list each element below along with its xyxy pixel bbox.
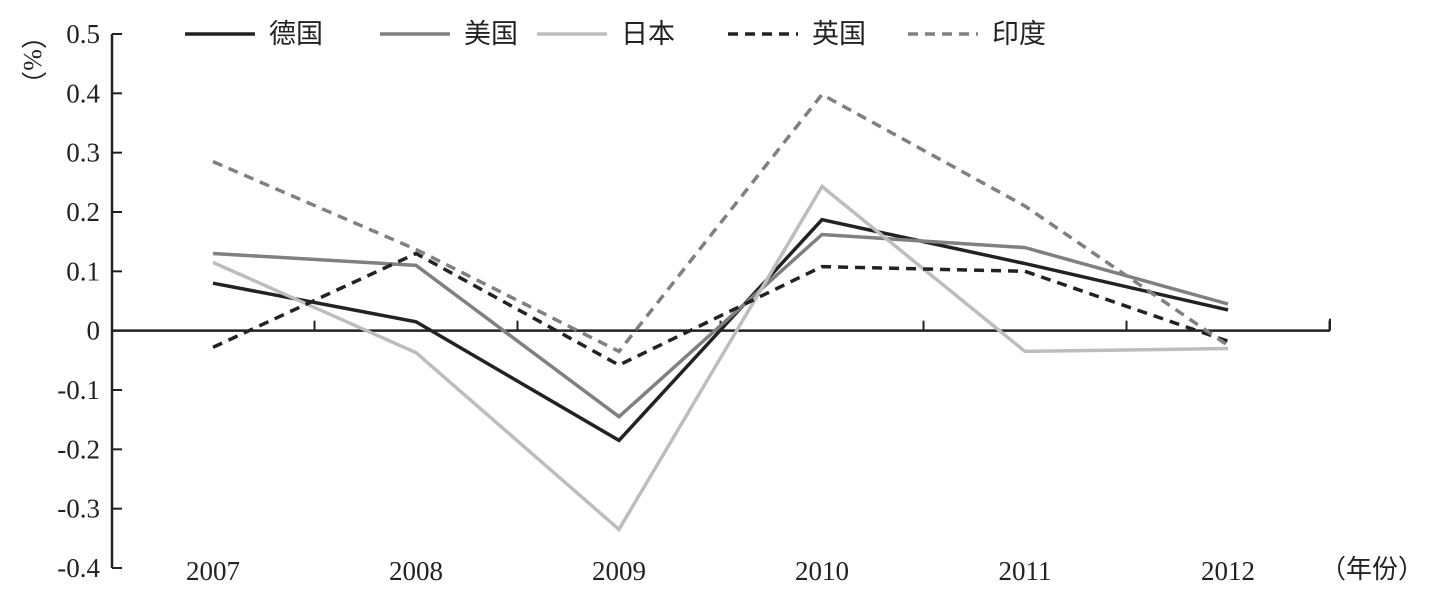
y-tick-label: -0.1 xyxy=(57,375,100,405)
y-tick-label: 0 xyxy=(87,316,101,346)
x-axis-unit-label: （年份） xyxy=(1320,555,1424,584)
legend-label-4: 英国 xyxy=(812,19,866,49)
y-tick-label: 0.1 xyxy=(66,256,100,286)
series-line-2 xyxy=(212,232,1229,419)
y-tick-label: 0.3 xyxy=(66,138,100,168)
x-tick-label: 2007 xyxy=(186,556,240,586)
legend-label-1: 德国 xyxy=(269,19,323,49)
y-axis-unit-label: （%） xyxy=(18,23,47,97)
y-tick-label: 0.5 xyxy=(66,19,100,49)
legend-label-3: 日本 xyxy=(621,19,675,49)
x-tick-label: 2009 xyxy=(592,556,646,586)
y-tick-label: 0.4 xyxy=(66,78,100,108)
x-axis: 2007 2008 2009 2010 2011 2012 xyxy=(112,318,1331,586)
y-tick-label: 0.2 xyxy=(66,197,100,227)
x-tick-label: 2010 xyxy=(795,556,849,586)
series-line-4 xyxy=(212,251,1229,368)
x-tick-label: 2012 xyxy=(1201,556,1255,586)
y-tick-label: -0.2 xyxy=(57,434,100,464)
series-layer xyxy=(212,92,1229,533)
y-tick-label: -0.3 xyxy=(57,494,100,524)
series-line-3 xyxy=(212,183,1229,533)
legend-label-5: 印度 xyxy=(992,19,1046,49)
legend-label-2: 美国 xyxy=(464,19,518,49)
x-tick-label: 2008 xyxy=(389,556,443,586)
y-axis: -0.4 -0.3 -0.2 -0.1 0 0.1 0.2 0.3 0.4 0.5 xyxy=(57,19,122,583)
x-tick-label: 2011 xyxy=(999,556,1052,586)
y-tick-label: -0.4 xyxy=(57,553,100,583)
legend: 德国 美国 日本 英国 印度 xyxy=(185,19,1046,49)
series-line-1 xyxy=(212,217,1229,443)
series-line-5 xyxy=(212,92,1229,354)
